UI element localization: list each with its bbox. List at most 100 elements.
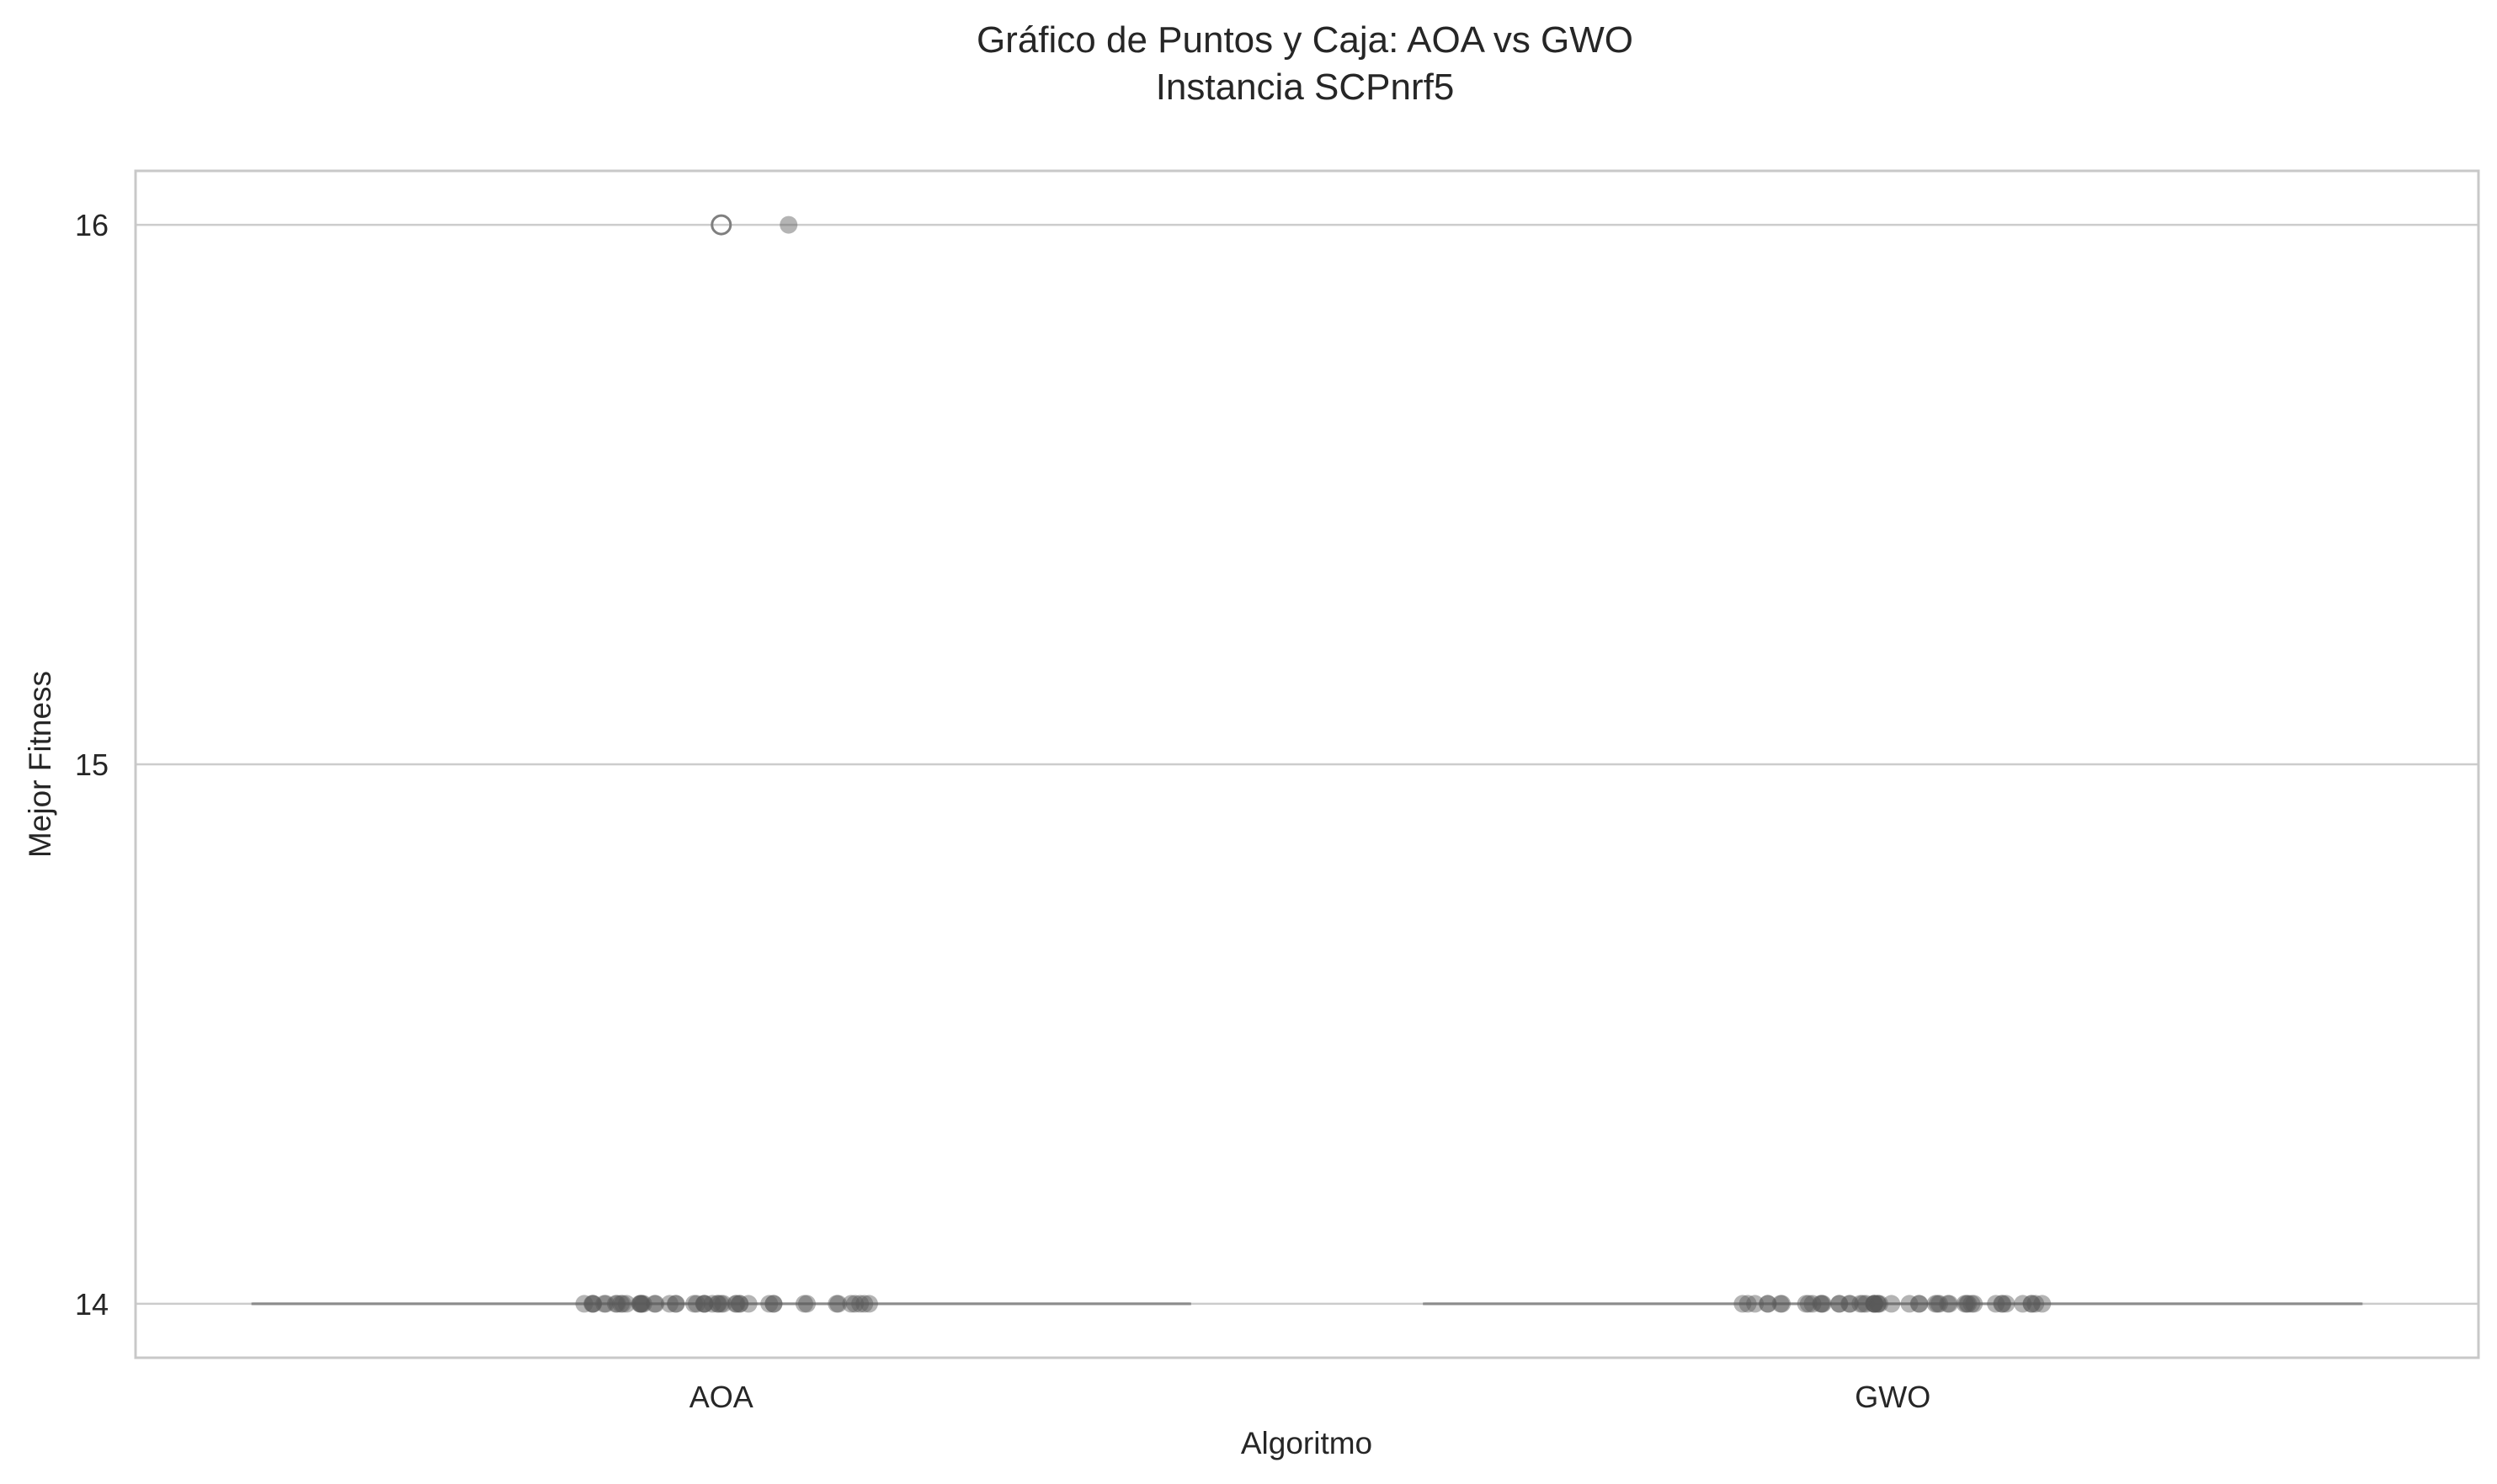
data-point-AOA [695,1295,713,1313]
data-point-AOA [608,1295,626,1313]
data-point-GWO [1987,1295,2005,1313]
data-point-AOA [795,1295,813,1313]
data-point-GWO [1865,1295,1883,1313]
data-point-GWO [1910,1295,1929,1313]
data-point-GWO [1900,1295,1919,1313]
data-point-AOA [606,1295,625,1313]
data-point-GWO [1957,1295,1976,1313]
data-point-GWO [1962,1295,1981,1313]
data-point-AOA [667,1295,685,1313]
data-point-GWO [1870,1295,1888,1313]
y-tick-label: 16 [75,208,109,242]
data-point-GWO [1733,1295,1752,1313]
data-point-AOA [798,1295,817,1313]
data-point-GWO [1865,1295,1883,1313]
data-point-GWO [1851,1295,1870,1313]
data-point-GWO [1813,1295,1831,1313]
data-point-GWO [1738,1295,1757,1313]
data-point-GWO [1797,1295,1815,1313]
data-point-AOA [617,1295,636,1313]
data-point-GWO [2014,1295,2032,1313]
data-point-GWO [2026,1295,2045,1313]
data-point-AOA [660,1295,679,1313]
data-point-GWO [1813,1295,1832,1313]
data-point-GWO [1939,1295,1957,1313]
x-tick-label: GWO [1855,1380,1930,1414]
data-point-AOA [731,1295,749,1313]
data-point-GWO [1799,1295,1818,1313]
data-point-AOA [727,1295,746,1313]
data-point-AOA [684,1295,703,1313]
chart-subtitle: Instancia SCPnrf5 [1156,66,1455,108]
data-point-GWO [1993,1295,2011,1313]
y-axis-label: Mejor Fitness [23,671,57,858]
data-point-AOA [631,1295,649,1313]
data-point-GWO [1803,1295,1822,1313]
y-tick-labels: 14 15 16 [75,208,109,1322]
data-point-GWO [1866,1295,1884,1313]
data-point-GWO [2022,1295,2041,1313]
data-point-AOA [584,1295,603,1313]
data-point-GWO [1841,1295,1860,1313]
data-point-AOA [631,1295,650,1313]
data-point-AOA [695,1295,714,1313]
x-axis-label: Algoritmo [1241,1426,1372,1460]
data-point-GWO [1865,1295,1883,1313]
data-point-GWO [1830,1295,1849,1313]
chart-title: Gráfico de Puntos y Caja: AOA vs GWO [977,19,1633,61]
plot-frame [134,169,2480,1359]
y-tick-label: 14 [75,1287,109,1322]
data-point-AOA [739,1295,758,1313]
data-point-AOA [695,1295,714,1313]
data-point-AOA [727,1295,745,1313]
data-point-AOA [583,1295,602,1313]
data-point-AOA [595,1295,614,1313]
data-point-GWO [1930,1295,1949,1313]
data-point-GWO [1882,1295,1901,1313]
data-point-AOA [711,1295,730,1313]
y-tick-label: 15 [75,747,109,782]
data-point-AOA [714,1295,732,1313]
data-point-GWO [1994,1295,2012,1313]
data-point-GWO [1829,1295,1848,1313]
data-point-AOA [855,1295,874,1313]
x-tick-labels: AOA GWO [689,1380,1931,1414]
data-point-AOA [645,1295,663,1313]
data-point-AOA [731,1295,749,1313]
data-point-AOA [597,1295,615,1313]
data-point-AOA [703,1295,721,1313]
data-point-GWO [1926,1295,1945,1313]
data-point-AOA [631,1295,650,1313]
data-point-GWO [1956,1295,1974,1313]
data-point-GWO [1959,1295,1978,1313]
data-point-GWO [1909,1295,1928,1313]
data-point-GWO [1771,1295,1790,1313]
data-point-AOA [614,1295,632,1313]
data-point-AOA [760,1295,779,1313]
strip-points [575,215,2052,1313]
data-point-GWO [1854,1295,1872,1313]
data-point-AOA [688,1295,706,1313]
data-point-GWO [1812,1295,1830,1313]
data-point-GWO [1773,1295,1792,1313]
data-point-AOA [632,1295,651,1313]
data-point-GWO [1997,1295,2015,1313]
data-point-GWO [1857,1295,1876,1313]
data-point-AOA [634,1295,652,1313]
data-point-GWO [1868,1295,1887,1313]
data-point-GWO [1965,1295,1983,1313]
data-point-GWO [1759,1295,1777,1313]
data-point-AOA [780,215,798,234]
data-point-AOA [842,1295,860,1313]
data-point-AOA [667,1295,685,1313]
data-point-GWO [1941,1295,1959,1313]
data-point-AOA [829,1295,848,1313]
data-point-AOA [828,1295,846,1313]
x-tick-label: AOA [689,1380,753,1414]
data-point-GWO [1746,1295,1765,1313]
data-point-GWO [1840,1295,1859,1313]
data-point-AOA [764,1295,783,1313]
data-point-GWO [2022,1295,2041,1313]
